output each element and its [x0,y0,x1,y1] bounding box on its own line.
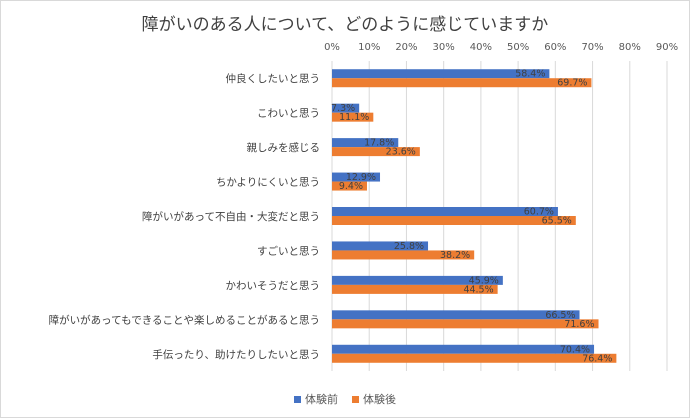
data-label-before: 70.4% [560,344,590,355]
legend-label-before: 体験前 [305,393,338,406]
x-tick-label: 60% [544,42,566,53]
x-tick-label: 50% [507,42,529,53]
x-axis-ticks: 0% 10% 20% 30% 40% 50% 60% 70% 80% 90% [324,42,678,53]
data-label-before: 66.5% [545,310,575,321]
category-labels: 仲良くしたいと思うこわいと思う親しみを感じるちかよりにくいと思う障がいがあって不… [49,72,320,361]
x-tick-label: 80% [619,42,641,53]
bar-before [332,172,381,182]
legend-label-after: 体験後 [363,393,396,406]
x-tick-label: 30% [433,42,455,53]
bar-after [332,78,592,88]
bar-before [332,275,503,285]
category-label: 親しみを感じる [247,141,321,154]
data-label-after: 44.5% [463,284,493,295]
x-tick-label: 10% [358,42,380,53]
x-tick-label: 90% [656,42,678,53]
data-label-after: 69.7% [557,78,587,89]
bar-before [332,310,580,320]
category-label: 手伝ったり、助けたりしたいと思う [152,348,320,361]
legend-item-before: 体験前 [294,391,338,407]
data-label-after: 9.4% [339,181,363,192]
category-label: すごいと思う [257,244,320,257]
data-label-before: 25.8% [394,241,424,252]
chart-title: 障がいのある人について、どのように感じていますか [141,15,549,35]
bar-before [332,138,399,148]
data-label-before: 7.3% [331,103,355,114]
data-label-after: 11.1% [339,112,369,123]
data-label-after: 76.4% [582,353,612,364]
bar-before [332,103,360,113]
bar-after [332,216,576,225]
data-label-after: 23.6% [386,147,416,158]
x-tick-label: 40% [470,42,492,53]
category-label: ちかよりにくいと思う [216,177,320,189]
legend-swatch-before [294,395,301,403]
category-label: 障がいがあって不自由・大変だと思う [142,210,320,223]
bar-after [332,112,374,122]
category-label: こわいと思う [257,108,320,120]
data-label-before: 45.9% [469,275,499,286]
x-tick-label: 0% [324,42,340,53]
x-tick-label: 70% [581,42,603,53]
data-label-after: 65.5% [542,216,572,227]
bar-before [332,241,429,251]
bars [332,69,617,363]
bar-after [332,319,599,329]
bar-after [332,181,367,191]
bar-after [332,147,420,157]
bar-after [332,250,475,260]
bar-before [332,344,595,354]
x-tick-label: 20% [395,42,417,53]
bar-before [332,207,558,216]
bar-after [332,353,617,363]
data-label-before: 58.4% [515,69,545,80]
data-label-before: 12.9% [346,172,376,183]
data-label-before: 60.7% [524,207,554,218]
legend-swatch-after [352,395,359,403]
data-label-after: 38.2% [440,250,470,261]
data-labels: 58.4% 69.7% 7.3%11.1% 17.8%23.6% 12.9%9.4% 60… [331,69,612,365]
legend: 体験前 体験後 [1,391,689,407]
category-label: かわいそうだと思う [226,280,321,292]
bar-after [332,284,498,294]
bar-before [332,69,550,79]
category-label: 仲良くしたいと思う [226,72,321,85]
category-label: 障がいがあってもできることや楽しめることがあると思う [49,313,320,326]
legend-item-after: 体験後 [352,391,396,407]
data-label-after: 71.6% [564,319,594,330]
data-label-before: 17.8% [364,138,394,149]
